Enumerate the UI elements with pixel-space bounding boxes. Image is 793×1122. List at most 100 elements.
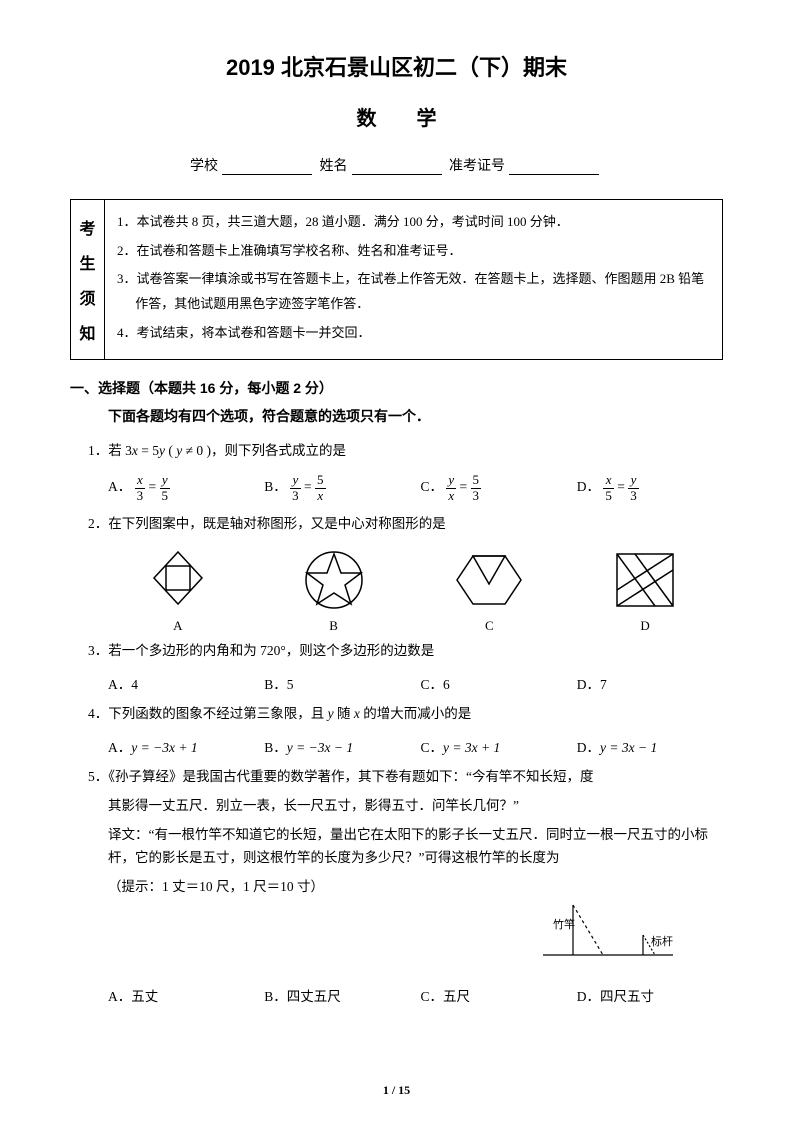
question-2: 2．在下列图案中，既是轴对称图形，又是中心对称图形的是 <box>88 513 723 536</box>
q1-text: 1．若 3 <box>88 443 132 458</box>
notice-side-char: 生 <box>79 250 95 274</box>
shape-d-icon <box>605 548 685 616</box>
q3-option-b[interactable]: B．5 <box>264 673 410 693</box>
section-1-head: 一、选择题（本题共 16 分，每小题 2 分） <box>70 378 723 398</box>
page-subtitle: 数学 <box>70 102 723 131</box>
q2-option-d[interactable]: D <box>605 548 685 634</box>
q1-option-d[interactable]: D． x5 = y3 <box>577 473 723 503</box>
frac-den: 5 <box>603 489 614 503</box>
q5-option-b[interactable]: B．四丈五尺 <box>264 985 410 1005</box>
frac-num: x <box>135 473 146 488</box>
opt-label: B． <box>264 479 287 494</box>
ticket-label: 准考证号 <box>449 159 505 174</box>
q2-option-a[interactable]: A <box>138 548 218 634</box>
page-sep: / <box>389 1083 398 1097</box>
opt-label: C <box>485 618 494 633</box>
name-blank[interactable] <box>352 174 442 175</box>
question-4: 4．下列函数的图象不经过第三象限，且 y 随 x 的增大而减小的是 <box>88 703 723 726</box>
frac-den: 3 <box>135 489 146 503</box>
q3-option-c[interactable]: C．6 <box>421 673 567 693</box>
page-total: 15 <box>398 1083 410 1097</box>
q4-option-c[interactable]: C．y = 3x + 1 <box>421 736 567 756</box>
school-label: 学校 <box>190 159 218 174</box>
question-5-line3: 译文：“有一根竹竿不知道它的长短，量出它在太阳下的影子长一丈五尺．同时立一根一尺… <box>108 824 723 870</box>
frac-num: 5 <box>315 473 326 488</box>
frac-den: 3 <box>290 489 301 503</box>
q2-option-b[interactable]: B <box>294 548 374 634</box>
section-1-sub: 下面各题均有四个选项，符合题意的选项只有一个． <box>108 406 723 426</box>
opt-eq: y = 3x − 1 <box>600 740 657 755</box>
notice-side-char: 考 <box>79 215 95 239</box>
fig-label-left: 竹竿 <box>553 917 575 931</box>
q4-text: 4．下列函数的图象不经过第三象限，且 <box>88 706 328 721</box>
question-3: 3．若一个多边形的内角和为 720°，则这个多边形的边数是 <box>88 640 723 663</box>
q3-option-d[interactable]: D．7 <box>577 673 723 693</box>
opt-label: D． <box>577 479 600 494</box>
q4-options: A．y = −3x + 1 B．y = −3x − 1 C．y = 3x + 1… <box>108 736 723 756</box>
opt-label: D <box>640 618 649 633</box>
frac-num: y <box>446 473 456 488</box>
opt-label: B <box>329 618 338 633</box>
q1-option-b[interactable]: B． y3 = 5x <box>264 473 410 503</box>
q5-option-a[interactable]: A．五丈 <box>108 985 254 1005</box>
q5-options: A．五丈 B．四丈五尺 C．五尺 D．四尺五寸 <box>108 985 723 1005</box>
frac-num: x <box>603 473 614 488</box>
opt-eq: y = −3x + 1 <box>131 740 197 755</box>
q1-option-c[interactable]: C． yx = 53 <box>421 473 567 503</box>
bamboo-diagram-icon: 竹竿 标杆 <box>533 900 683 970</box>
q1-option-a[interactable]: A． x3 = y5 <box>108 473 254 503</box>
notice-side-char: 知 <box>79 320 95 344</box>
opt-label: A． <box>108 740 131 755</box>
opt-label: C． <box>421 740 444 755</box>
q1-text: ≠ 0 )，则下列各式成立的是 <box>182 443 346 458</box>
page-title: 2019 北京石景山区初二（下）期末 <box>70 50 723 82</box>
opt-label: B． <box>264 740 287 755</box>
shape-a-icon <box>138 548 218 616</box>
q1-text: ( <box>165 443 176 458</box>
fig-label-right: 标杆 <box>651 934 673 948</box>
q1-options: A． x3 = y5 B． y3 = 5x C． yx = 53 D． x5 =… <box>108 473 723 503</box>
frac-num: y <box>290 473 301 488</box>
shape-c-icon <box>449 548 529 616</box>
frac-den: x <box>315 489 326 503</box>
frac-num: y <box>160 473 171 488</box>
frac-num: 5 <box>471 473 482 488</box>
frac-den: x <box>446 489 456 503</box>
name-label: 姓名 <box>320 159 348 174</box>
q4-text: 的增大而减小的是 <box>360 706 471 721</box>
q2-option-c[interactable]: C <box>449 548 529 634</box>
notice-item: 3．试卷答案一律填涂或书写在答题卡上，在试卷上作答无效．在答题卡上，选择题、作图… <box>117 267 710 316</box>
q3-options: A．4 B．5 C．6 D．7 <box>108 673 723 693</box>
school-blank[interactable] <box>222 174 312 175</box>
q4-option-a[interactable]: A．y = −3x + 1 <box>108 736 254 756</box>
notice-item: 1．本试卷共 8 页，共三道大题，28 道小题．满分 100 分，考试时间 10… <box>117 210 710 235</box>
notice-item: 2．在试卷和答题卡上准确填写学校名称、姓名和准考证号． <box>117 239 710 264</box>
notice-item: 4．考试结束，将本试卷和答题卡一并交回． <box>117 321 710 346</box>
q5-option-d[interactable]: D．四尺五寸 <box>577 985 723 1005</box>
opt-label: D． <box>577 740 600 755</box>
frac-den: 3 <box>628 489 639 503</box>
opt-label: C． <box>421 479 444 494</box>
opt-eq: y = −3x − 1 <box>287 740 353 755</box>
frac-den: 3 <box>471 489 482 503</box>
q5-option-c[interactable]: C．五尺 <box>421 985 567 1005</box>
q3-option-a[interactable]: A．4 <box>108 673 254 693</box>
opt-label: A <box>173 618 182 633</box>
ticket-blank[interactable] <box>509 174 599 175</box>
frac-den: 5 <box>160 489 171 503</box>
q2-shapes: A B C D <box>100 548 723 634</box>
notice-box: 考 生 须 知 1．本试卷共 8 页，共三道大题，28 道小题．满分 100 分… <box>70 199 723 360</box>
q1-text: = 5 <box>138 443 159 458</box>
question-5-line1: 5．《孙子算经》是我国古代重要的数学著作，其下卷有题如下：“今有竿不知长短，度 <box>88 766 723 789</box>
notice-body: 1．本试卷共 8 页，共三道大题，28 道小题．满分 100 分，考试时间 10… <box>105 200 722 359</box>
shape-b-icon <box>294 548 374 616</box>
opt-label: A． <box>108 479 131 494</box>
page-number: 1 / 15 <box>0 1083 793 1098</box>
notice-side: 考 生 须 知 <box>71 200 105 359</box>
q4-option-b[interactable]: B．y = −3x − 1 <box>264 736 410 756</box>
student-info-line: 学校 姓名 准考证号 <box>70 155 723 175</box>
q4-option-d[interactable]: D．y = 3x − 1 <box>577 736 723 756</box>
opt-eq: y = 3x + 1 <box>443 740 500 755</box>
q5-figure: 竹竿 标杆 <box>533 900 683 975</box>
question-5-line4: （提示：1 丈＝10 尺，1 尺＝10 寸） <box>108 876 723 899</box>
